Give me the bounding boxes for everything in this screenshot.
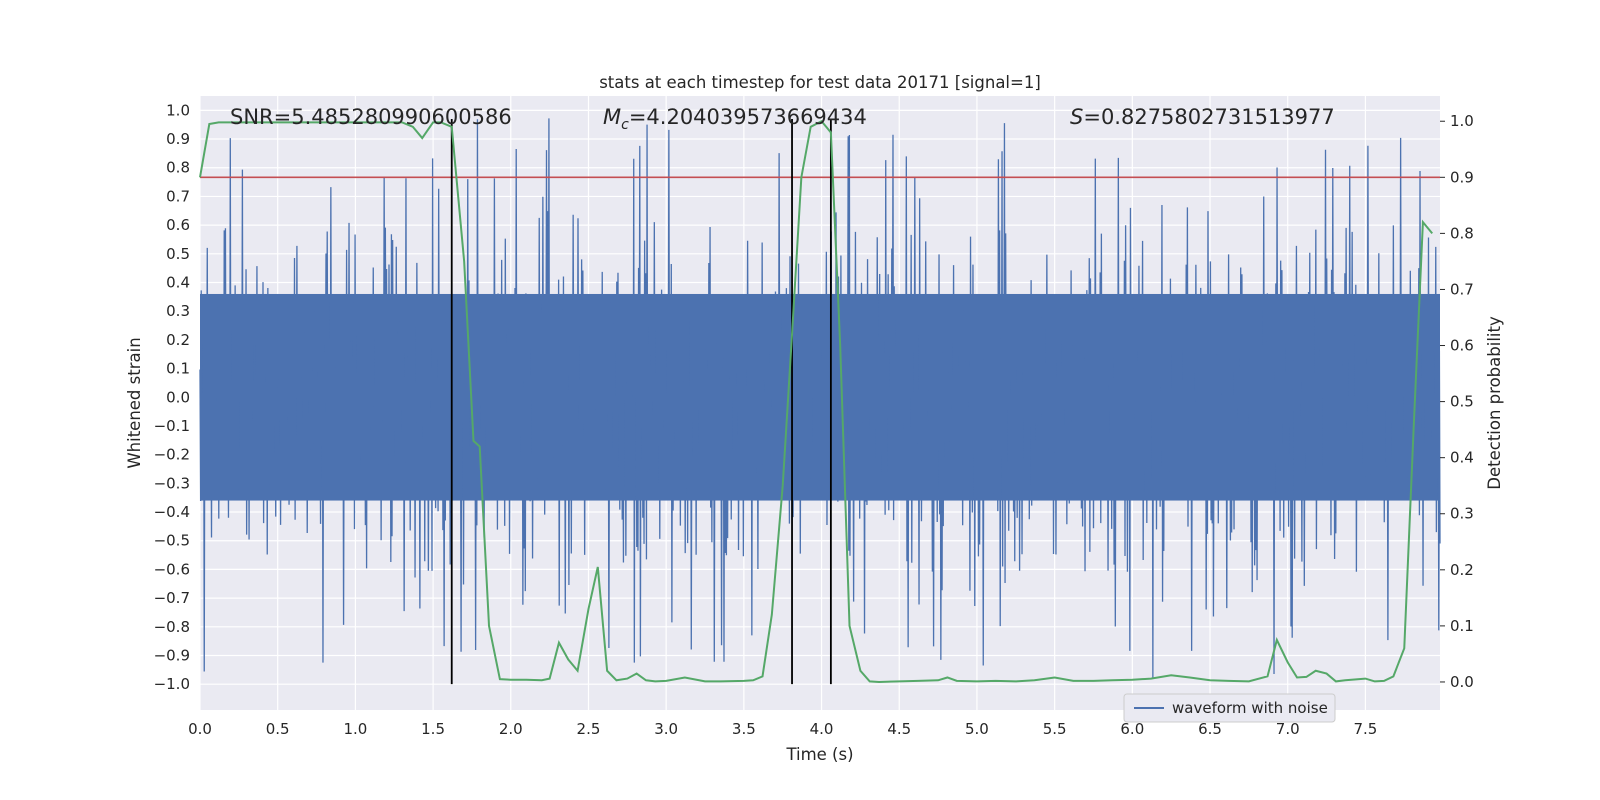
y-left-tick-label: 0.3 — [166, 302, 190, 320]
y-axis-left-label: Whitened strain — [125, 337, 144, 468]
x-tick-label: 0.5 — [266, 720, 290, 738]
x-tick-label: 3.5 — [732, 720, 756, 738]
chirp-mass-symbol: M — [603, 105, 621, 129]
x-axis-ticks: 0.0 0.5 1.0 1.5 2.0 2.5 3.0 3.5 4.0 4.5 5.0 5.5 6.0 6… — [188, 720, 1377, 738]
snr-annotation: SNR=5.485280990600586 — [230, 105, 512, 129]
y-left-tick-label: −0.9 — [154, 646, 190, 664]
y-left-tick-label: −0.6 — [154, 560, 190, 578]
x-tick-label: 1.5 — [421, 720, 445, 738]
y-left-tick-label: 0.0 — [166, 388, 190, 406]
y-left-tick-label: −0.8 — [154, 618, 190, 636]
s-annotation: S=0.8275802731513977 — [1070, 105, 1335, 129]
x-tick-label: 1.0 — [343, 720, 367, 738]
y-right-tick-label: 0.9 — [1450, 168, 1474, 186]
x-tick-label: 7.0 — [1276, 720, 1300, 738]
chirp-mass-subscript: c — [621, 117, 629, 133]
x-tick-label: 4.0 — [810, 720, 834, 738]
y-left-tick-label: 0.4 — [166, 273, 190, 291]
y-left-tick-label: −0.5 — [154, 532, 190, 550]
x-tick-label: 6.5 — [1198, 720, 1222, 738]
y-right-tick-label: 1.0 — [1450, 112, 1474, 130]
y-left-tick-label: −0.1 — [154, 417, 190, 435]
y-left-tick-label: 0.8 — [166, 159, 190, 177]
x-axis-label: Time (s) — [785, 745, 853, 764]
y-right-tick-label: 0.1 — [1450, 617, 1474, 635]
y-left-tick-label: 0.2 — [166, 331, 190, 349]
y-left-tick-label: 0.7 — [166, 187, 190, 205]
y-right-tick-label: 0.3 — [1450, 505, 1474, 523]
chirp-mass-value: =4.204039573669434 — [629, 105, 867, 129]
y-right-tick-label: 0.5 — [1450, 393, 1474, 411]
y-left-tick-label: 0.9 — [166, 130, 190, 148]
y-axis-right-ticks: 1.0 0.9 0.8 0.7 0.6 0.5 0.4 0.3 0.2 0.1 0.0 — [1440, 112, 1474, 691]
legend: waveform with noise — [1123, 693, 1336, 723]
x-tick-label: 4.5 — [887, 720, 911, 738]
y-right-tick-label: 0.8 — [1450, 224, 1474, 242]
s-symbol: S — [1070, 105, 1083, 129]
y-axis-right-label: Detection probability — [1485, 316, 1504, 490]
chart-title: stats at each timestep for test data 201… — [599, 73, 1041, 92]
x-tick-label: 0.0 — [188, 720, 212, 738]
y-right-tick-label: 0.0 — [1450, 673, 1474, 691]
y-axis-left-ticks: 1.0 0.9 0.8 0.7 0.6 0.5 0.4 0.3 0.2 0.1 0.0 −0.1 −0.… — [154, 101, 190, 693]
y-left-tick-label: 0.1 — [166, 360, 190, 378]
waveform-line — [199, 118, 1441, 679]
y-left-tick-label: −0.3 — [154, 474, 190, 492]
y-left-tick-label: −0.7 — [154, 589, 190, 607]
y-right-tick-label: 0.7 — [1450, 280, 1474, 298]
y-right-tick-label: 0.4 — [1450, 449, 1474, 467]
probability-series — [199, 119, 1433, 683]
y-left-tick-label: 0.6 — [166, 216, 190, 234]
legend-box — [1123, 693, 1336, 723]
x-tick-label: 2.5 — [577, 720, 601, 738]
y-right-tick-label: 0.2 — [1450, 561, 1474, 579]
chirp-mass-annotation: Mc=4.204039573669434 — [603, 105, 867, 133]
x-tick-label: 7.5 — [1353, 720, 1377, 738]
waveform-series — [199, 118, 1441, 679]
s-value: =0.8275802731513977 — [1083, 105, 1334, 129]
x-tick-label: 5.5 — [1043, 720, 1067, 738]
y-left-tick-label: −0.2 — [154, 446, 190, 464]
x-tick-label: 5.0 — [965, 720, 989, 738]
y-right-tick-label: 0.6 — [1450, 337, 1474, 355]
probability-line — [199, 119, 1433, 683]
x-tick-label: 2.0 — [499, 720, 523, 738]
y-left-tick-label: 1.0 — [166, 101, 190, 119]
x-tick-label: 3.0 — [654, 720, 678, 738]
x-tick-label: 6.0 — [1120, 720, 1144, 738]
legend-label: waveform with noise — [1172, 699, 1328, 717]
y-left-tick-label: −0.4 — [154, 503, 190, 521]
y-left-tick-label: 0.5 — [166, 245, 190, 263]
y-left-tick-label: −1.0 — [154, 675, 190, 693]
event-markers — [450, 118, 832, 685]
